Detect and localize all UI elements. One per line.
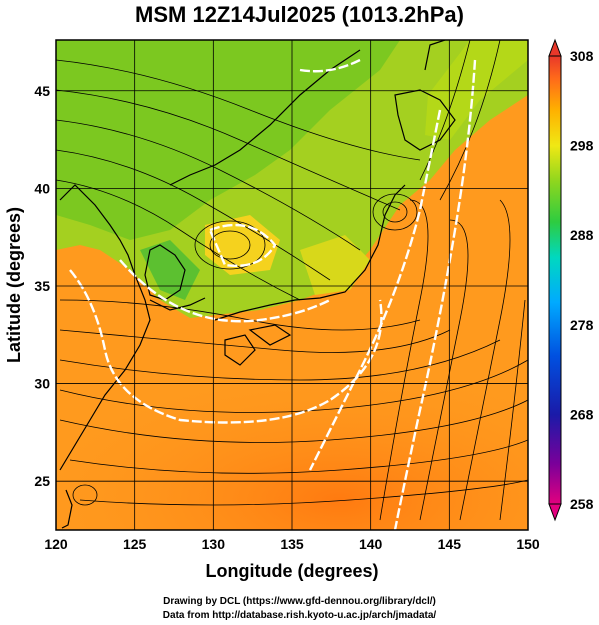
x-tick-label: 135: [280, 536, 304, 552]
streamlines: [56, 40, 528, 521]
x-tick-label: 125: [123, 536, 147, 552]
colorbar-ticks: 308 298 288 278 268 258: [570, 48, 594, 512]
y-tick-label: 25: [34, 473, 50, 489]
colorbar: 308 298 288 278 268 258: [548, 38, 594, 522]
pressure-contours: [69, 58, 477, 530]
colorbar-label: 288: [570, 227, 594, 243]
y-tick-label: 30: [34, 376, 50, 392]
colorbar-top-triangle: [548, 38, 562, 57]
credit-line-2: Data from http://database.rish.kyoto-u.a…: [162, 610, 437, 621]
y-axis: 25 30 35 40 45: [34, 83, 50, 489]
y-tick-label: 40: [34, 180, 50, 196]
colorbar-body: [548, 55, 562, 505]
y-tick-label: 35: [34, 278, 50, 294]
colorbar-label: 268: [570, 406, 594, 422]
map-frame: [55, 39, 529, 531]
x-tick-label: 150: [516, 536, 540, 552]
colorbar-label: 308: [570, 48, 594, 64]
x-tick-label: 145: [438, 536, 462, 552]
colorbar-bottom-triangle: [548, 503, 562, 522]
x-axis: 120 125 130 135 140 145 150: [44, 536, 540, 552]
colorbar-label: 258: [570, 496, 594, 512]
y-tick-label: 45: [34, 83, 50, 99]
colorbar-label: 298: [570, 138, 594, 154]
coastlines: [59, 40, 456, 529]
y-axis-label: Latitude (degrees): [4, 207, 24, 363]
x-tick-label: 120: [44, 536, 68, 552]
colorbar-label: 278: [570, 317, 594, 333]
chart-title: MSM 12Z14Jul2025 (1013.2hPa): [135, 2, 464, 27]
x-axis-label: Longitude (degrees): [205, 561, 378, 581]
credit-line-1: Drawing by DCL (https://www.gfd-dennou.o…: [163, 596, 436, 607]
x-tick-label: 140: [359, 536, 383, 552]
x-tick-label: 130: [202, 536, 226, 552]
